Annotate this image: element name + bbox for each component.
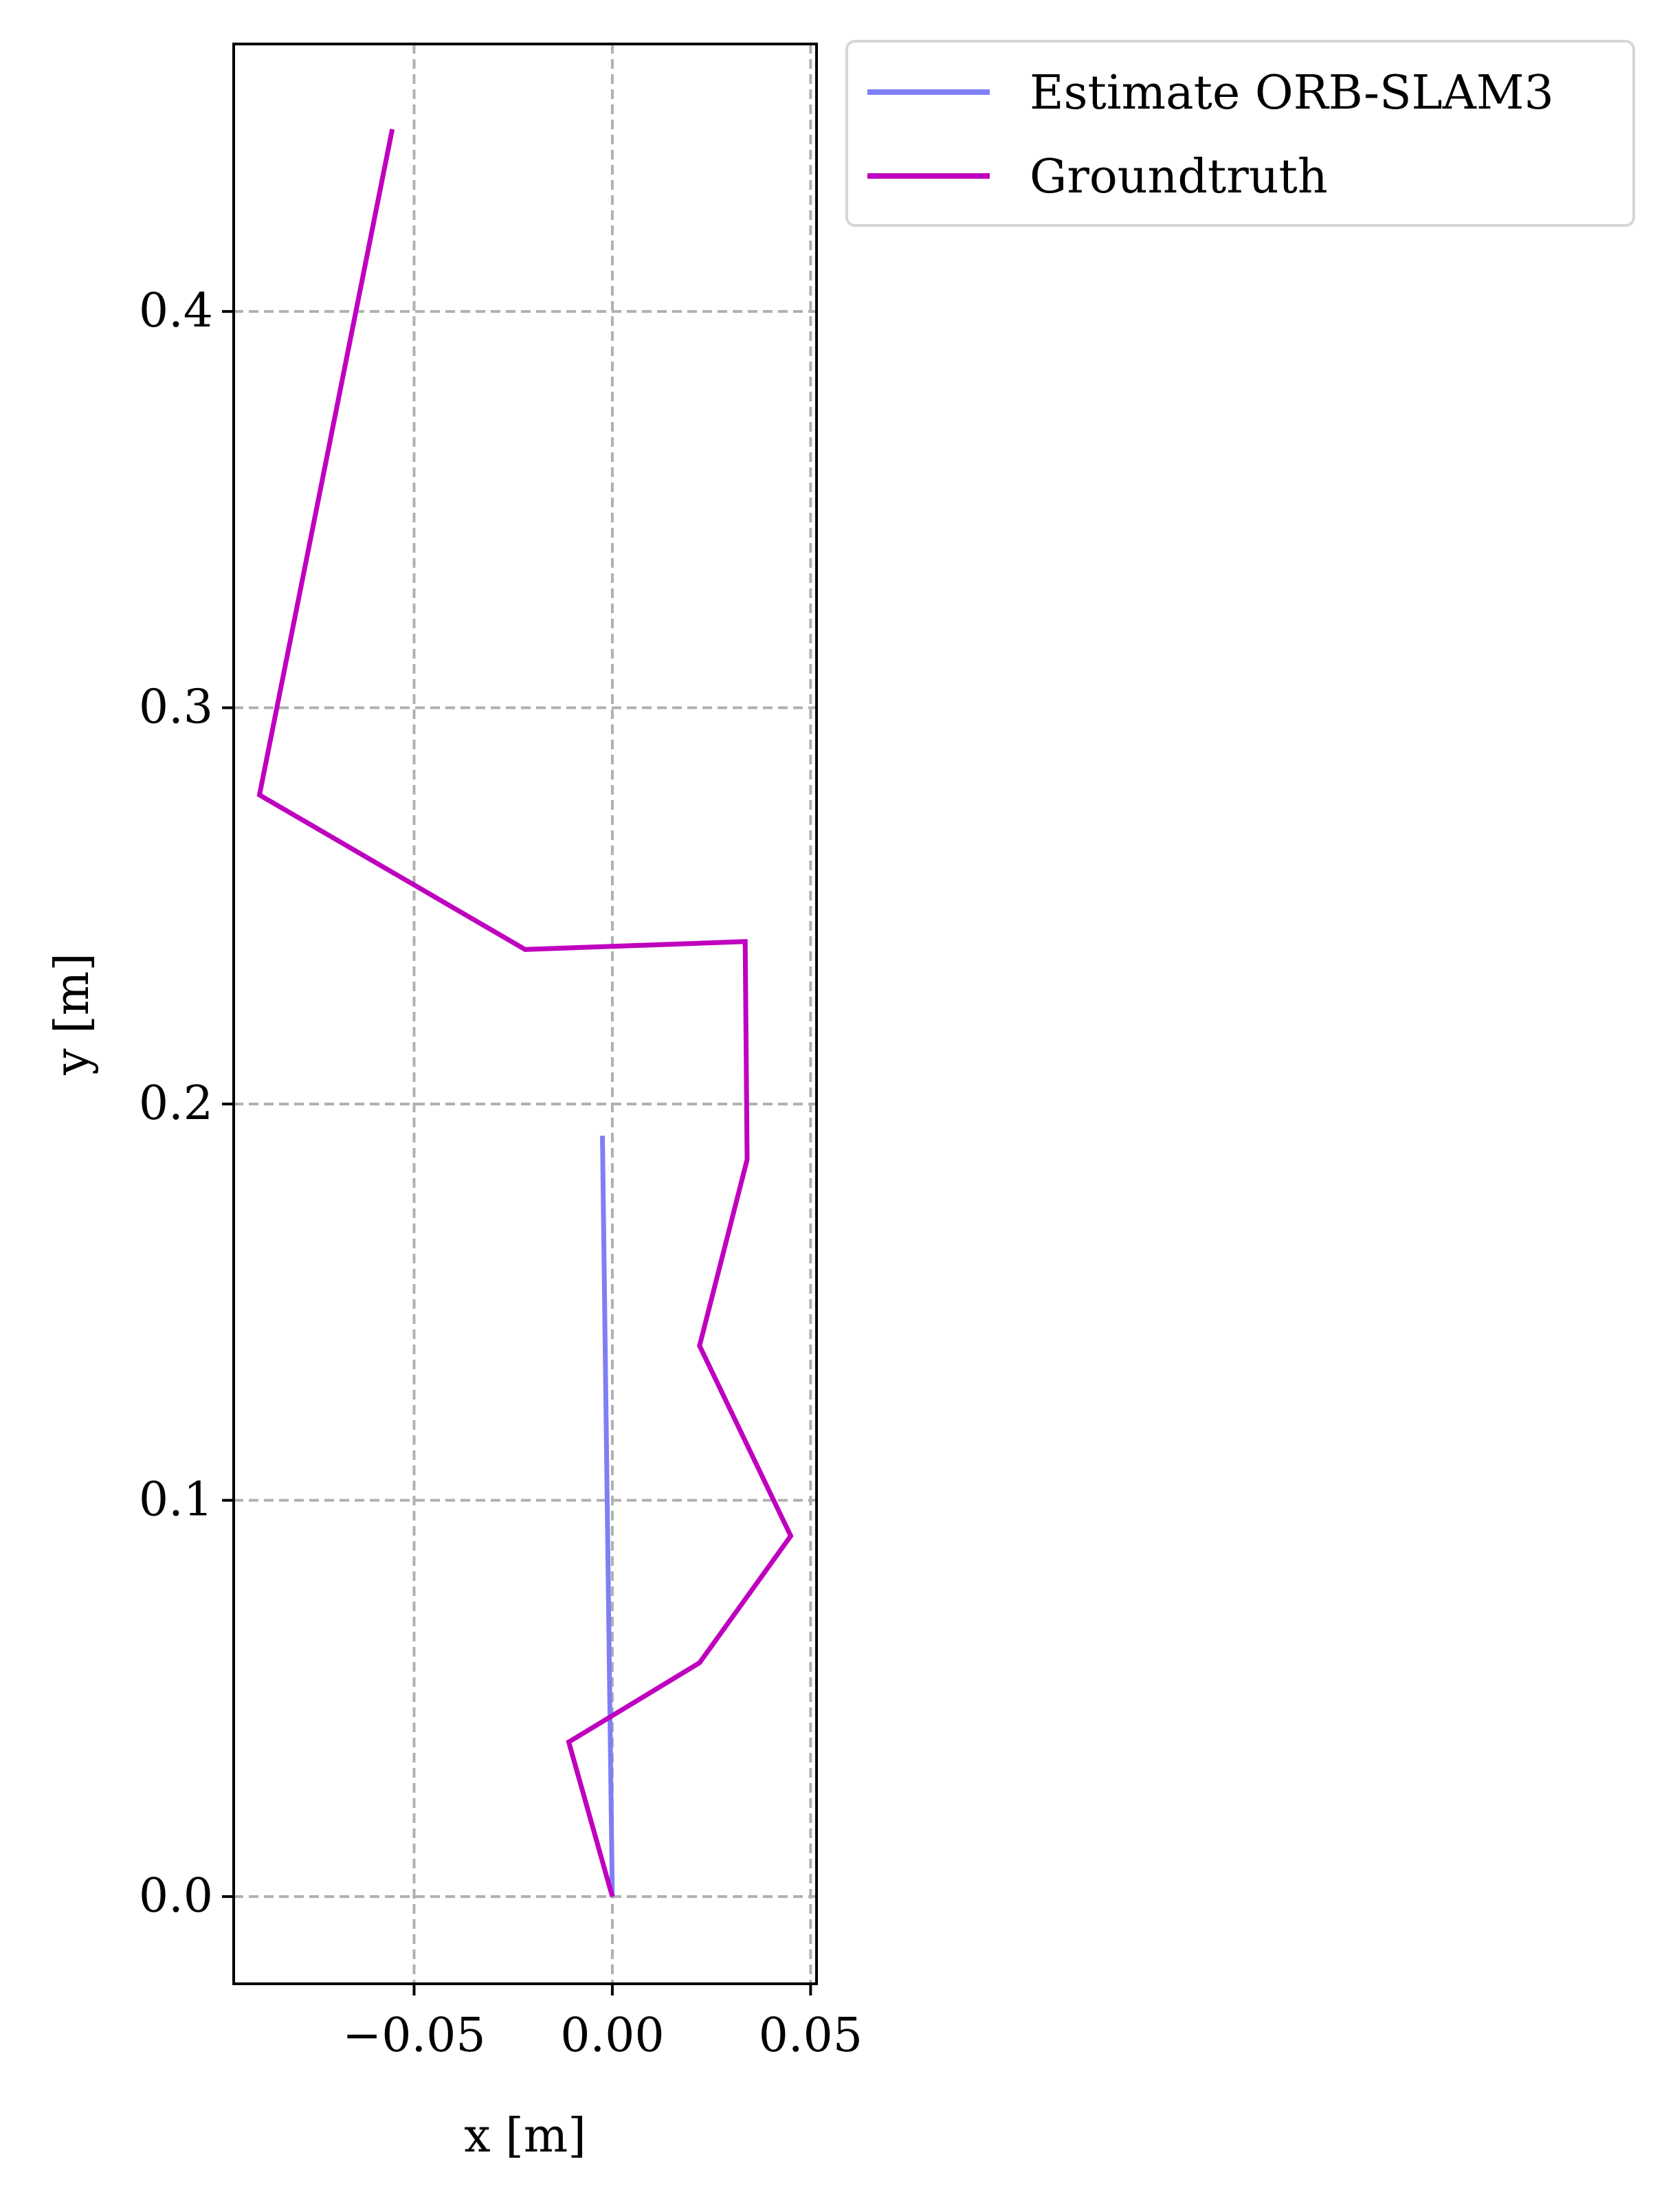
- x-tick-label: 0.00: [560, 2009, 664, 2063]
- legend-label-groundtruth: Groundtruth: [1030, 150, 1328, 204]
- series-line-groundtruth: [256, 129, 794, 1898]
- y-tick-label: 0.0: [139, 1869, 213, 1923]
- legend-label-estimate: Estimate ORB-SLAM3: [1030, 66, 1554, 120]
- y-tick-label: 0.2: [139, 1076, 213, 1131]
- x-tick-label: 0.05: [759, 2009, 863, 2063]
- ticks: −0.05 0.00 0.05 0.0 0.1 0.2 0.3 0.4: [139, 284, 863, 2063]
- grid: [234, 44, 817, 1984]
- legend-box: [845, 40, 1635, 227]
- x-tick-label: −0.05: [342, 2009, 485, 2063]
- y-tick-label: 0.3: [139, 681, 213, 735]
- y-tick-label: 0.4: [139, 284, 213, 338]
- series-line-estimate: [600, 1136, 615, 1897]
- y-axis-label: y [m]: [45, 953, 100, 1076]
- x-axis-label: x [m]: [464, 2109, 586, 2163]
- series-layer: [256, 129, 794, 1898]
- plot-frame: [232, 43, 818, 1985]
- legend: Estimate ORB-SLAM3 Groundtruth: [845, 40, 1635, 227]
- y-tick-label: 0.1: [139, 1473, 213, 1527]
